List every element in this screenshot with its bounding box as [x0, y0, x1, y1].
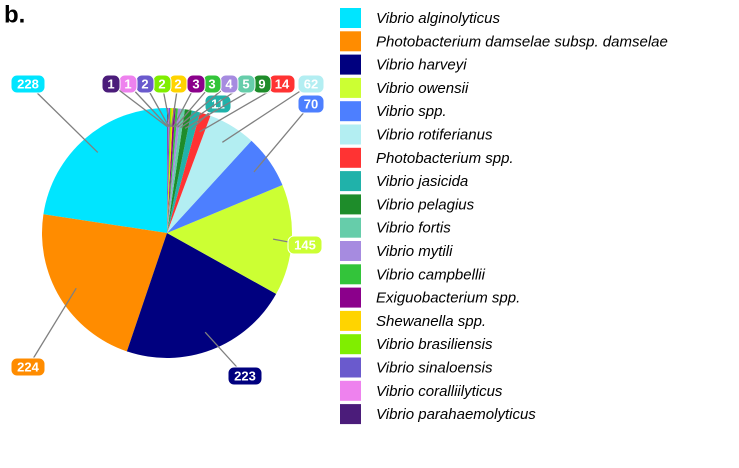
pie-slice [167, 108, 169, 233]
leader-line [110, 83, 168, 128]
legend-label: Vibrio spp. [376, 103, 447, 120]
value-badge [10, 74, 46, 94]
pie-slice [167, 108, 171, 233]
value-badge [101, 74, 121, 94]
legend: Vibrio alginolyticus Photobacterium damse… [340, 8, 668, 425]
pie [42, 108, 292, 358]
leader-line [27, 287, 77, 368]
legend-swatch [340, 310, 361, 331]
value-label: 1 [107, 76, 114, 91]
legend-swatch [340, 147, 361, 168]
legend-swatch [340, 334, 361, 355]
value-label: 2 [174, 76, 181, 91]
legend-label: Vibrio fortis [376, 220, 451, 237]
leader-line [177, 83, 230, 128]
legend-swatch [340, 380, 361, 401]
legend-swatch [340, 101, 361, 122]
legend-swatch [340, 241, 361, 261]
legend-label: Vibrio campbellii [376, 266, 486, 283]
legend-label: Vibrio parahaemolyticus [376, 406, 536, 423]
legend-label: Shewanella spp. [376, 313, 486, 330]
legend-swatch [340, 124, 361, 145]
legend-label: Vibrio harveyi [376, 57, 467, 74]
legend-swatch [340, 8, 361, 28]
value-label: 14 [275, 76, 290, 91]
value-badge [10, 357, 46, 377]
pie-slice [167, 108, 181, 233]
leader-line [253, 103, 312, 173]
legend-label: Vibrio owensii [376, 80, 469, 97]
pie-slice [167, 110, 201, 233]
legend-label: Vibrio pelagius [376, 196, 475, 213]
pie-slice [167, 140, 283, 233]
value-label: 2 [158, 76, 165, 91]
legend-label: Vibrio coralliilyticus [376, 383, 503, 400]
value-badge [297, 94, 325, 114]
legend-swatch [340, 77, 361, 98]
leader-line [27, 83, 99, 153]
pie-slice [167, 108, 172, 233]
legend-swatch [340, 31, 361, 52]
legend-swatch [340, 194, 361, 215]
value-badge [227, 366, 263, 386]
pie-slice [167, 108, 185, 233]
legend-swatch [340, 287, 361, 308]
pie-slice [167, 108, 176, 233]
legend-label: Vibrio jasicida [376, 173, 468, 190]
legend-label: Exiguobacterium spp. [376, 290, 520, 307]
pie-slice [167, 115, 252, 233]
pie-slice [167, 108, 178, 233]
legend-label: Photobacterium damselae subsp. damselae [376, 33, 668, 50]
legend-label: Vibrio alginolyticus [376, 10, 500, 27]
value-label: 223 [234, 368, 256, 383]
value-label: 9 [258, 76, 265, 91]
pie-slice [42, 214, 167, 352]
pie-slice [167, 108, 168, 233]
value-label: 5 [242, 76, 249, 91]
legend-swatch [340, 54, 361, 75]
value-label: 62 [304, 76, 318, 91]
legend-swatch [340, 171, 361, 192]
value-label: 145 [294, 237, 316, 252]
pie-slice [167, 109, 192, 233]
pie-slice [167, 185, 292, 294]
leader-line [221, 83, 312, 143]
legend-label: Vibrio sinaloensis [376, 359, 493, 376]
value-label: 2 [141, 76, 148, 91]
value-label: 3 [208, 76, 215, 91]
value-label: 224 [17, 359, 39, 374]
chart-title: b. [4, 1, 25, 28]
legend-swatch [340, 264, 361, 285]
legend-label: Vibrio brasiliensis [376, 336, 493, 353]
value-label: 3 [192, 76, 199, 91]
legend-label: Vibrio mytili [376, 243, 453, 260]
pie-slice [167, 108, 174, 233]
value-label: 1 [124, 76, 131, 91]
value-label: 70 [304, 96, 318, 111]
legend-label: Vibrio rotiferianus [376, 126, 493, 143]
value-label: 228 [17, 76, 39, 91]
value-badge [287, 235, 323, 255]
legend-swatch [340, 217, 361, 238]
pie-slice [167, 112, 211, 233]
value-label: 4 [225, 76, 233, 91]
legend-label: Photobacterium spp. [376, 150, 514, 167]
pie-slice [43, 108, 167, 233]
value-badge [297, 74, 325, 94]
legend-swatch [340, 404, 361, 425]
pie-slice [126, 233, 277, 358]
legend-swatch [340, 357, 361, 378]
